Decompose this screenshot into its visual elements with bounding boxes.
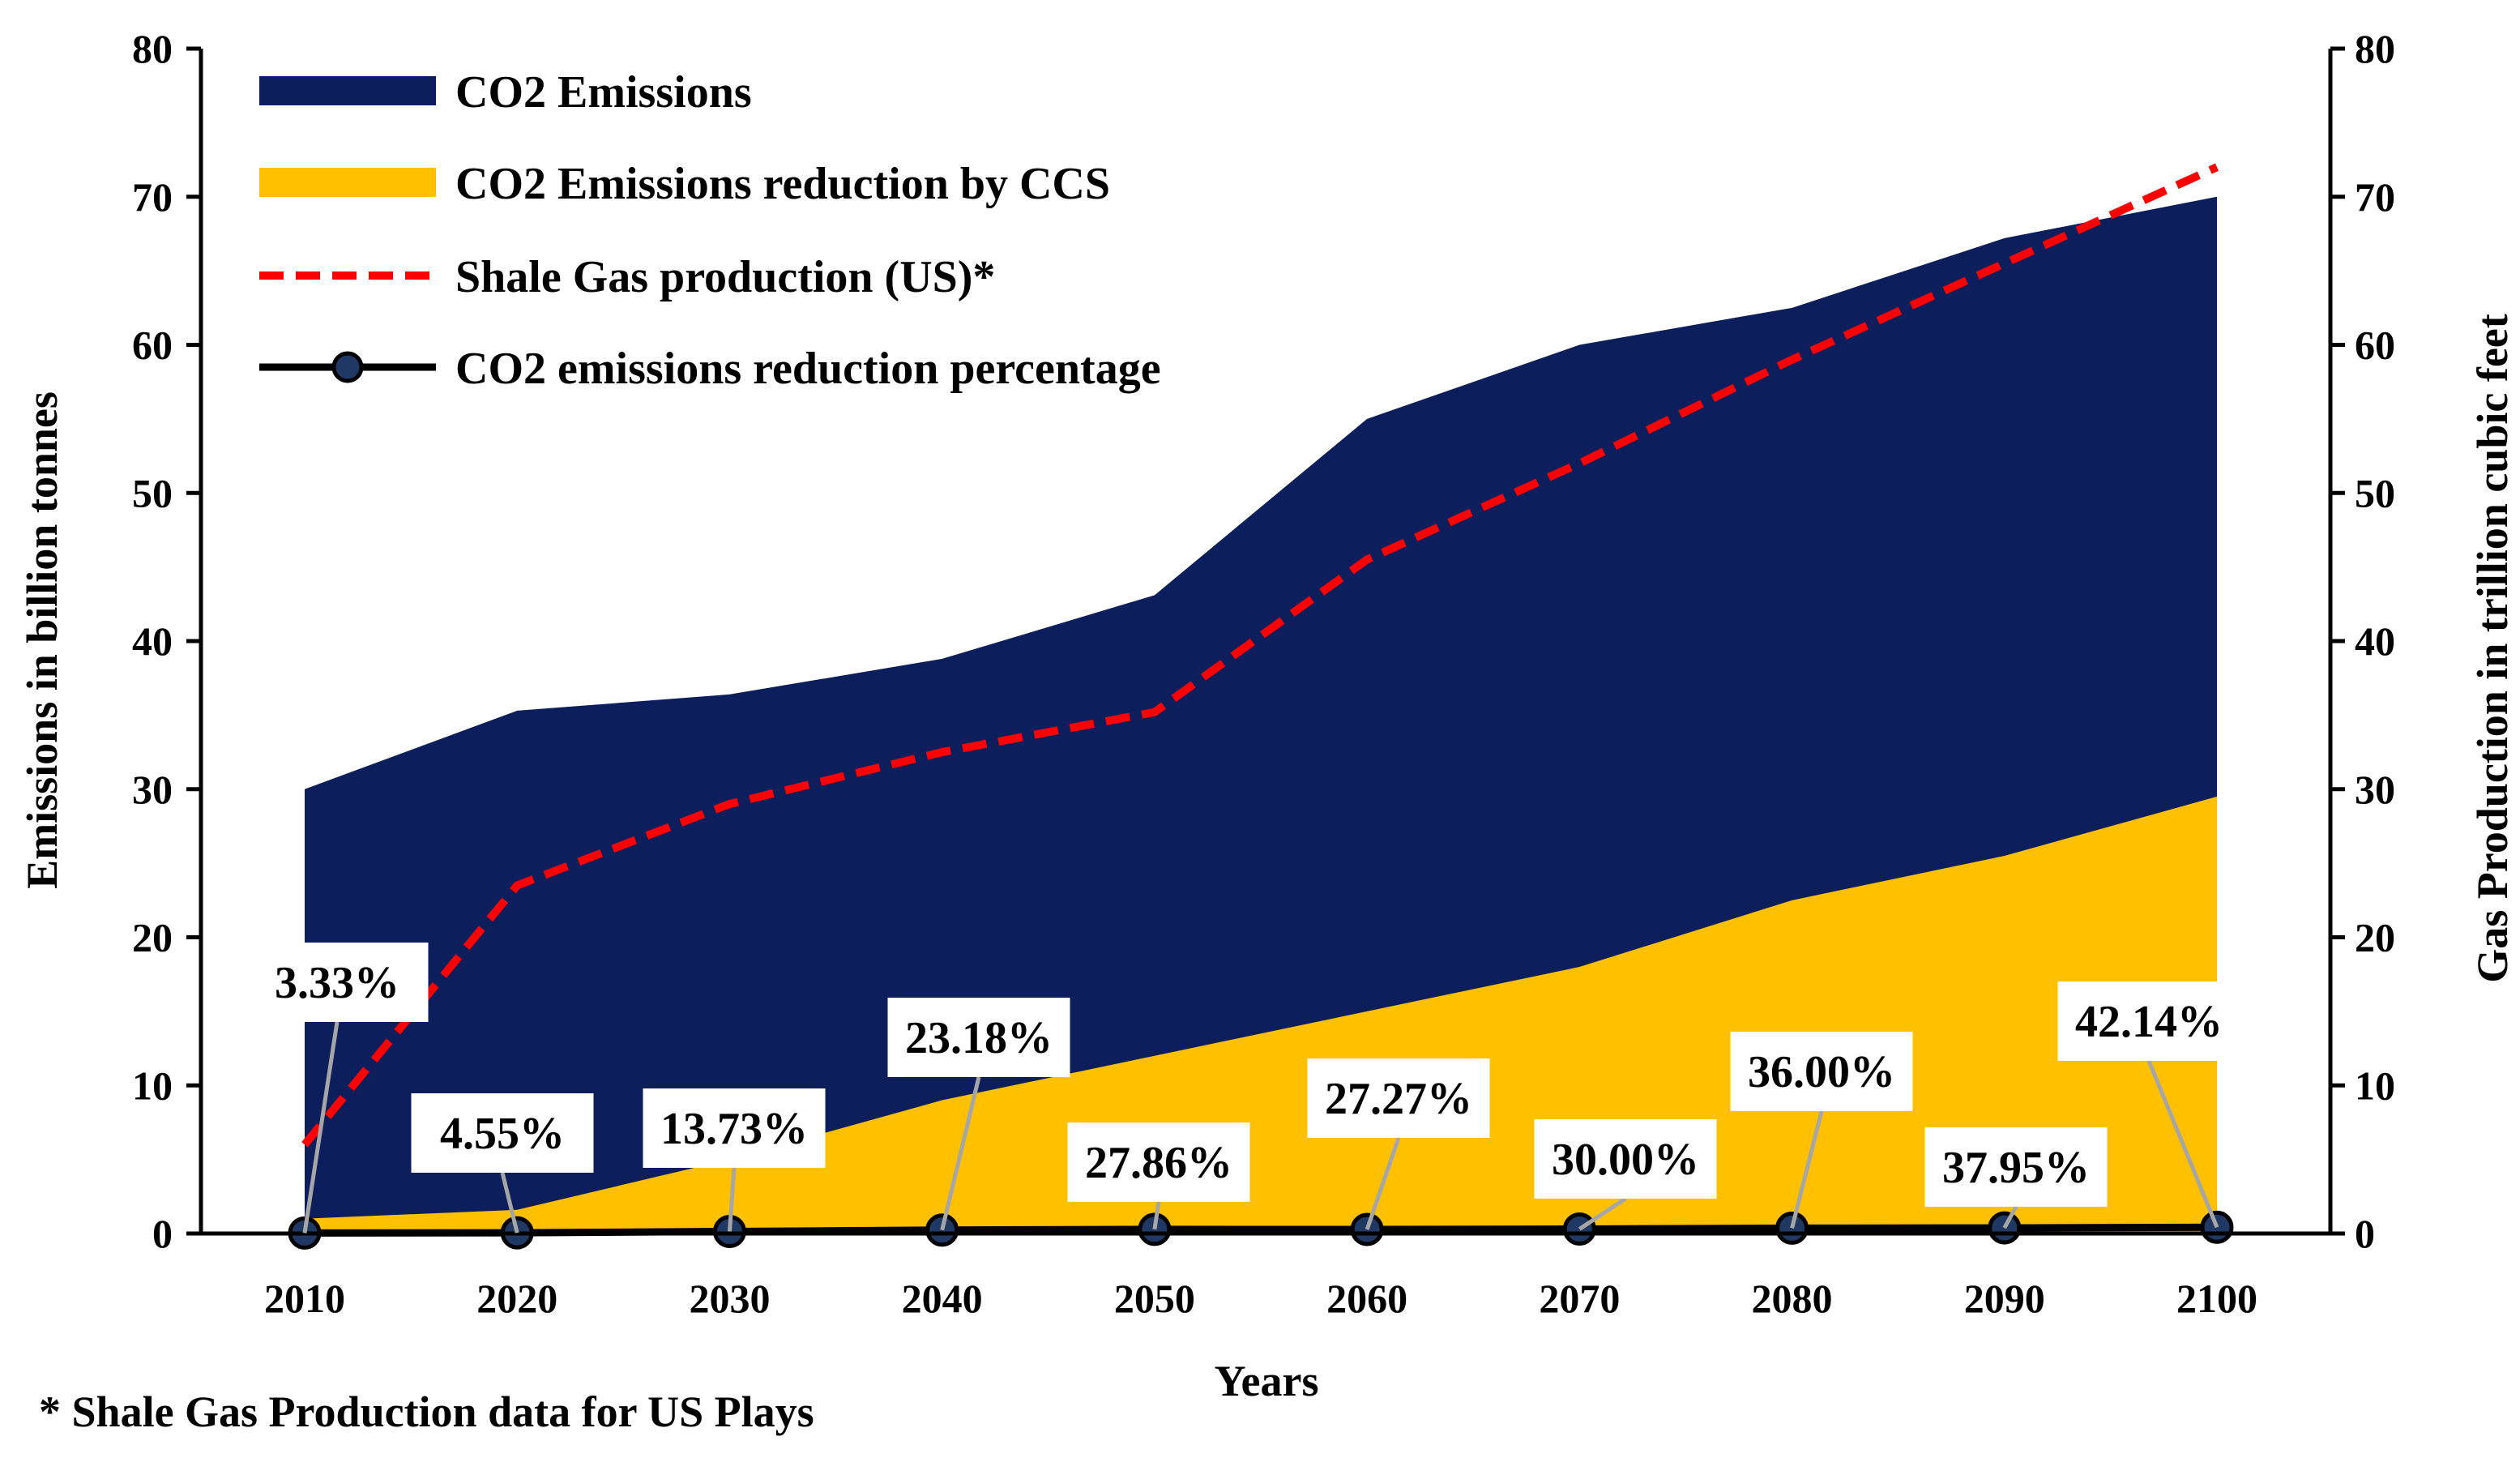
data-label-leader-2070 xyxy=(1578,1196,1627,1231)
y-tick-label-30: 30 xyxy=(132,767,173,812)
area-series-group xyxy=(305,196,2217,1234)
y2-tick-label-60: 60 xyxy=(2355,323,2395,368)
data-label-box-2050 xyxy=(1067,1122,1250,1202)
data-label-box-2060 xyxy=(1307,1058,1490,1138)
y-tick-label-40: 40 xyxy=(132,618,173,664)
legend-co2-emissions-swatch xyxy=(259,76,436,105)
data-label-leader-2020 xyxy=(500,1172,519,1234)
x-tick-label-2060: 2060 xyxy=(1326,1276,1407,1321)
y-tick-label-10: 10 xyxy=(132,1063,173,1108)
y-tick-label-50: 50 xyxy=(132,470,173,515)
y2-tick-label-10: 10 xyxy=(2355,1063,2395,1108)
x-tick-label-2040: 2040 xyxy=(902,1276,983,1321)
y2-tick-label-50: 50 xyxy=(2355,470,2395,515)
y2-tick-label-80: 80 xyxy=(2355,26,2395,71)
data-label-box-2010 xyxy=(246,943,429,1022)
data-labels-group: 3.33% 4.55% 13.73% 23.18% 27.86% 27.27% 30.00%… xyxy=(246,943,2240,1234)
data-label-2060: 27.27% xyxy=(1325,1074,1472,1124)
y2-tick-label-70: 70 xyxy=(2355,174,2395,220)
data-label-leader-2080 xyxy=(1790,1110,1824,1229)
data-label-2100: 42.14% xyxy=(2075,997,2223,1047)
data-label-box-2070 xyxy=(1534,1119,1717,1199)
x-axis-title: Years xyxy=(1215,1357,1319,1405)
data-label-2050: 27.86% xyxy=(1085,1138,1232,1188)
x-tick-label-2100: 2100 xyxy=(2176,1276,2257,1321)
data-label-leader-2100 xyxy=(2146,1060,2219,1229)
x-tick-label-2010: 2010 xyxy=(264,1276,345,1321)
data-label-leader-2090 xyxy=(2002,1205,2018,1229)
data-label-2080: 36.00% xyxy=(1748,1047,1895,1097)
x-tick-label-2090: 2090 xyxy=(1964,1276,2045,1321)
y2-tick-label-40: 40 xyxy=(2355,618,2395,664)
x-tick-label-2020: 2020 xyxy=(476,1276,557,1321)
data-label-box-2100 xyxy=(2057,981,2240,1061)
data-label-box-2020 xyxy=(411,1093,594,1173)
legend-co2-emissions-reduction-by-ccs-label: CO2 Emissions reduction by CCS xyxy=(455,159,1110,209)
data-label-leader-2050 xyxy=(1152,1201,1161,1230)
y-tick-label-80: 80 xyxy=(132,26,173,71)
y-tick-label-20: 20 xyxy=(132,915,173,960)
y2-tick-label-20: 20 xyxy=(2355,915,2395,960)
data-label-leader-2030 xyxy=(727,1167,737,1232)
y-tick-label-60: 60 xyxy=(132,323,173,368)
legend-shale-gas-production-us-label: Shale Gas production (US)* xyxy=(455,252,995,302)
data-label-2020: 4.55% xyxy=(440,1109,565,1159)
data-label-leader-2010 xyxy=(302,1021,340,1234)
data-label-2040: 23.18% xyxy=(905,1013,1053,1063)
legend-co2-emissions-label: CO2 Emissions xyxy=(455,67,752,118)
data-label-2090: 37.95% xyxy=(1942,1143,2090,1193)
y2-tick-label-30: 30 xyxy=(2355,767,2395,812)
data-label-box-2040 xyxy=(887,998,1070,1077)
y2-tick-label-0: 0 xyxy=(2355,1211,2375,1256)
y2-axis-title: Gas Production in trillion cubic feet xyxy=(2468,314,2517,982)
data-label-box-2080 xyxy=(1730,1032,1913,1111)
data-label-box-2030 xyxy=(643,1088,826,1168)
footnote: * Shale Gas Production data for US Plays xyxy=(39,1387,814,1436)
legend: CO2 Emissions CO2 Emissions reduction by … xyxy=(259,67,1161,394)
data-label-box-2090 xyxy=(1924,1127,2108,1207)
y-tick-label-0: 0 xyxy=(152,1211,173,1256)
data-label-leader-2040 xyxy=(940,1076,981,1231)
x-tick-label-2080: 2080 xyxy=(1752,1276,1833,1321)
legend-co2-emissions-reduction-percentage-swatch-marker xyxy=(331,351,364,383)
y-axis-title: Emissions in billion tonnes xyxy=(18,391,66,889)
x-tick-label-2030: 2030 xyxy=(689,1276,770,1321)
data-label-leader-2060 xyxy=(1365,1137,1401,1230)
area-co2-emissions-reduction-by-ccs xyxy=(305,796,2217,1234)
data-label-2010: 3.33% xyxy=(275,958,399,1008)
legend-co2-emissions-reduction-percentage-label: CO2 emissions reduction percentage xyxy=(455,344,1161,394)
y-tick-label-70: 70 xyxy=(132,174,173,220)
line-shale-gas-production-us xyxy=(301,163,2219,1148)
x-tick-label-2070: 2070 xyxy=(1539,1276,1620,1321)
x-tick-label-2050: 2050 xyxy=(1114,1276,1195,1321)
legend-co2-emissions-reduction-by-ccs-swatch xyxy=(259,168,436,197)
data-label-2070: 30.00% xyxy=(1552,1135,1699,1185)
data-label-2030: 13.73% xyxy=(660,1104,808,1154)
